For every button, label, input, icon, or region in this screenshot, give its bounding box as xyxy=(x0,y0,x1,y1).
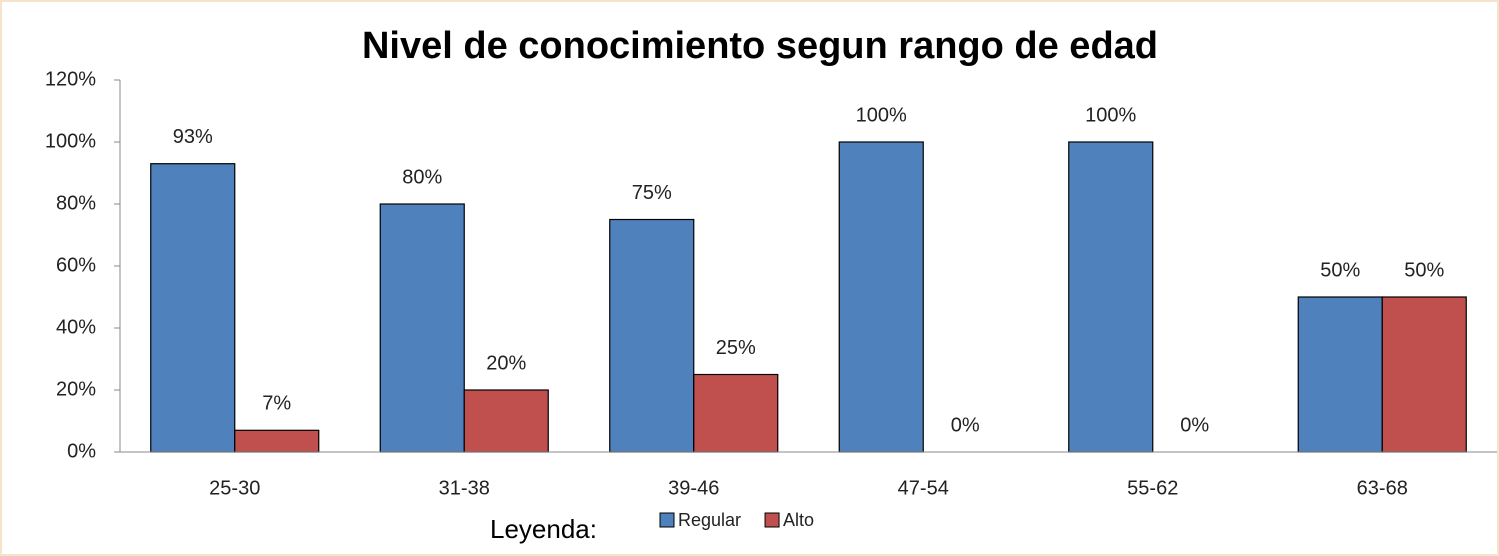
y-tick-label: 100% xyxy=(45,130,96,152)
x-tick-label: 63-68 xyxy=(1357,477,1408,499)
legend-label: Alto xyxy=(783,510,814,530)
bar xyxy=(234,429,320,453)
bar xyxy=(1297,296,1383,453)
data-label: 25% xyxy=(716,337,756,359)
x-tick-label: 31-38 xyxy=(439,477,490,499)
y-tick-label: 40% xyxy=(56,316,96,338)
legend-title: Leyenda: xyxy=(490,514,597,544)
data-label: 7% xyxy=(262,393,291,415)
x-tick-label: 25-30 xyxy=(209,477,260,499)
x-tick-label: 55-62 xyxy=(1127,477,1178,499)
y-tick-label: 60% xyxy=(56,254,96,276)
data-label: 0% xyxy=(951,414,980,436)
legend-label: Regular xyxy=(678,510,741,530)
bar xyxy=(1068,141,1154,453)
chart-title: Nivel de conocimiento segun rango de eda… xyxy=(362,25,1158,67)
y-tick-label: 20% xyxy=(56,378,96,400)
data-label: 50% xyxy=(1320,259,1360,281)
y-tick-label: 0% xyxy=(67,440,96,462)
x-tick-label: 39-46 xyxy=(668,477,719,499)
data-label: 20% xyxy=(486,352,526,374)
bar xyxy=(150,163,236,453)
bar xyxy=(1381,296,1467,453)
data-label: 0% xyxy=(1180,414,1209,436)
bar xyxy=(463,389,549,453)
bar xyxy=(838,141,924,453)
x-tick-label: 47-54 xyxy=(898,477,949,499)
bar xyxy=(609,218,695,453)
data-label: 100% xyxy=(1085,104,1136,126)
bar xyxy=(379,203,465,453)
y-tick-label: 120% xyxy=(45,68,96,90)
data-label: 50% xyxy=(1404,259,1444,281)
y-tick-label: 80% xyxy=(56,192,96,214)
legend-swatch xyxy=(764,512,780,528)
legend-swatch xyxy=(659,512,675,528)
data-label: 75% xyxy=(632,182,672,204)
bar xyxy=(693,373,779,453)
data-label: 93% xyxy=(173,126,213,148)
data-label: 80% xyxy=(402,166,442,188)
data-label: 100% xyxy=(856,104,907,126)
